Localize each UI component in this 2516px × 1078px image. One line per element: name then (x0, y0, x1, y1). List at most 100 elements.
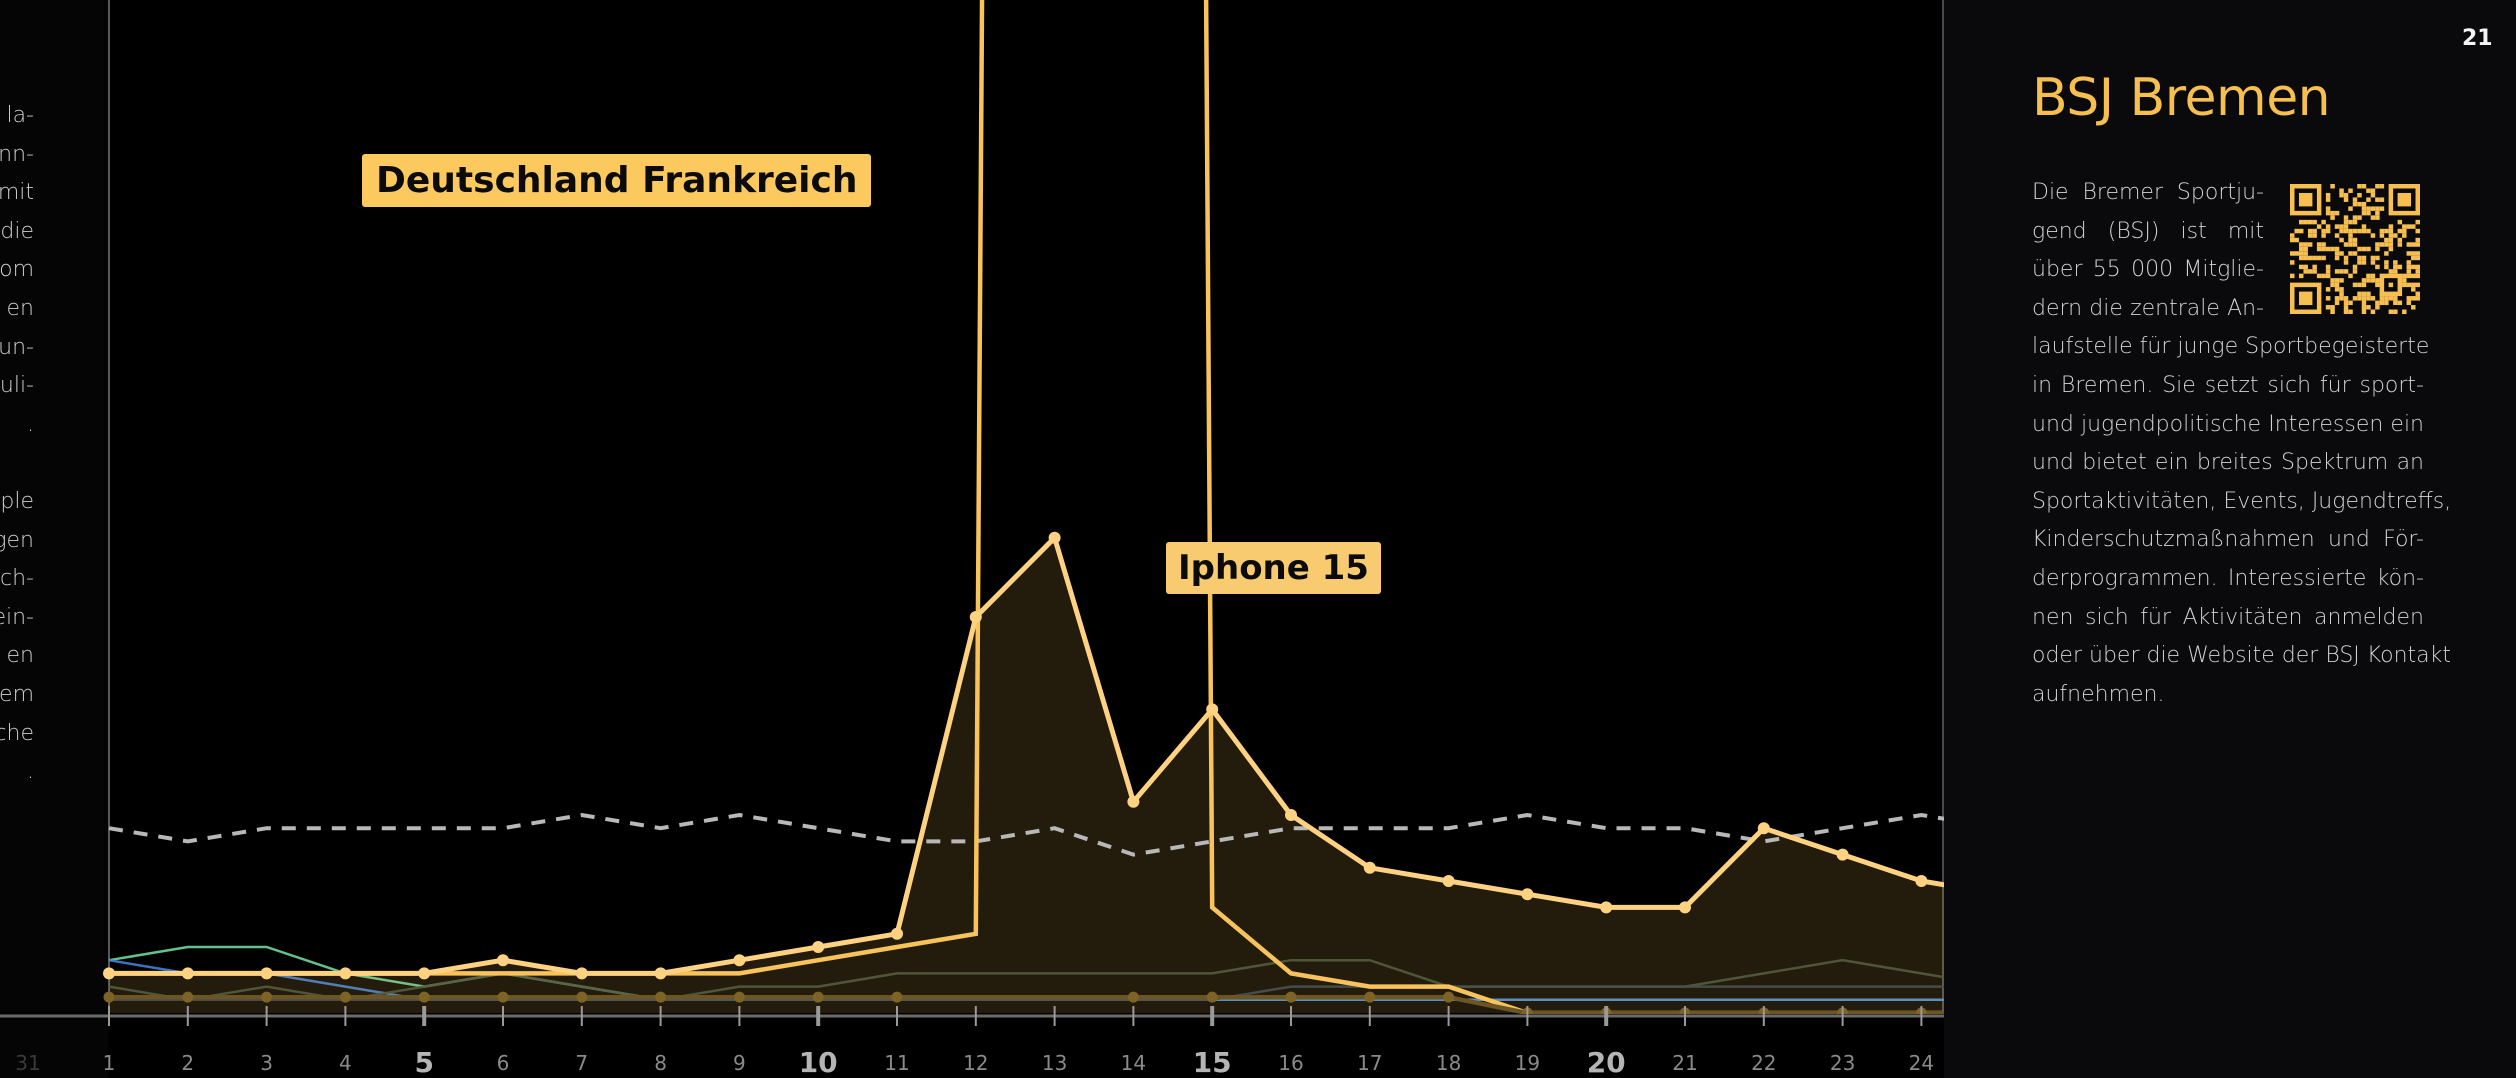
left-column-line-ending: . (27, 759, 34, 785)
sidebar-title: BSJ Bremen (2032, 68, 2331, 128)
data-point-iphone-15 (181, 967, 194, 980)
data-point-iphone-15 (339, 967, 352, 980)
x-tick-label: 5 (414, 1046, 433, 1078)
data-point-iphone-15 (1600, 901, 1613, 914)
data-point-iphone-15 (654, 967, 667, 980)
left-column-line-ending: om (0, 257, 34, 283)
data-point-iphone-15 (497, 954, 509, 967)
data-point-deutschland-frankreich (1364, 991, 1376, 1003)
left-column-line-ending: ch- (0, 566, 34, 592)
x-tick-label: 14 (1121, 1051, 1146, 1075)
data-point-deutschland-frankreich (1285, 991, 1297, 1003)
x-tick-label: 3 (260, 1051, 273, 1075)
sidebar-text-line: und bietet ein breites Spektrum an (2032, 450, 2424, 476)
sidebar-text-line: über 55 000 Mitglie- (2032, 257, 2264, 283)
sidebar-text-line: gend (BSJ) ist mit (2032, 218, 2264, 244)
x-tick-label: 18 (1436, 1051, 1461, 1075)
data-point-deutschland-frankreich (733, 991, 745, 1003)
left-column-line-ending: che (0, 720, 34, 746)
x-tick-label: 9 (733, 1051, 746, 1075)
x-tick-label: 22 (1751, 1051, 1776, 1075)
data-point-deutschland-frankreich (261, 991, 273, 1003)
sidebar-text-line: laufstelle für junge Sportbegeisterte (2032, 334, 2430, 360)
data-point-iphone-15 (1679, 901, 1691, 914)
sidebar-text-line: oder über die Website der BSJ Kontakt (2032, 643, 2451, 669)
data-point-iphone-15 (418, 967, 431, 980)
x-tick-label: 2 (181, 1051, 194, 1075)
sidebar-text-line: Sportaktivitäten, Events, Jugendtreffs, (2032, 488, 2452, 514)
x-tick-label: 6 (497, 1051, 510, 1075)
x-tick-label: 11 (884, 1051, 909, 1075)
data-point-deutschland-frankreich (339, 991, 351, 1003)
x-tick-label: 23 (1830, 1051, 1855, 1075)
x-tick-label: 4 (339, 1051, 352, 1075)
left-column-line-ending: en (6, 296, 34, 321)
left-column-line-ending: gen (0, 527, 34, 553)
left-column-line-ending: die (0, 218, 34, 244)
x-tick-label: 10 (799, 1046, 838, 1078)
sidebar-text-line: aufnehmen. (2032, 681, 2165, 707)
data-point-iphone-15 (1836, 848, 1849, 861)
data-point-deutschland-frankreich (655, 991, 667, 1003)
data-point-deutschland-frankreich (891, 991, 903, 1003)
data-point-deutschland-frankreich (182, 991, 194, 1003)
left-column-line-ending: la- (6, 103, 34, 128)
left-column-line-ending: nn- (0, 141, 34, 167)
x-tick-label: 13 (1042, 1051, 1067, 1075)
data-point-iphone-15 (260, 967, 273, 980)
x-tick-label: 1 (103, 1051, 116, 1075)
left-column-line-ending: uli- (0, 373, 34, 399)
left-column-line-ending: ein- (0, 604, 34, 630)
left-column-line-ending: . (27, 411, 34, 437)
data-point-deutschland-frankreich (576, 991, 588, 1003)
data-point-iphone-15 (1363, 861, 1376, 874)
data-point-iphone-15 (812, 941, 825, 953)
data-point-deutschland-frankreich (812, 991, 824, 1003)
left-column-margin (0, 0, 108, 1078)
data-point-iphone-15 (103, 967, 115, 980)
data-point-deutschland-frankreich (103, 991, 115, 1003)
page-number: 21 (2462, 26, 2493, 51)
data-point-deutschland-frankreich (1443, 991, 1455, 1003)
x-tick-label: 20 (1587, 1046, 1626, 1078)
x-tick-label: 17 (1357, 1051, 1382, 1075)
sidebar-text-line: und jugendpolitische Interessen ein (2032, 411, 2424, 437)
data-point-iphone-15 (1127, 795, 1140, 808)
annotation-iphone-15: Iphone 15 (1166, 542, 1381, 594)
data-point-iphone-15 (1442, 875, 1455, 887)
sidebar-text-line: Kinderschutzmaßnahmen und För- (2032, 527, 2424, 553)
data-point-deutschland-frankreich (1206, 991, 1218, 1003)
x-tick-label: 21 (1672, 1051, 1697, 1075)
x-tick-label: 12 (963, 1051, 988, 1075)
sidebar-body-text: Die Bremer Sportju- gend (BSJ) ist mit ü… (2032, 174, 2452, 714)
left-column-line-ending: em (0, 682, 34, 707)
left-column-line-ending: un- (0, 334, 34, 360)
sidebar-text-line: derprogrammen. Interessierte kön- (2032, 565, 2424, 591)
sidebar-text-line: nen sich für Aktivitäten anmelden (2032, 604, 2424, 630)
info-sidebar (1944, 0, 2516, 1078)
left-column-line-ending: en (6, 643, 34, 669)
data-point-iphone-15 (1285, 809, 1297, 821)
x-tick-label: 16 (1278, 1051, 1303, 1075)
series-area-iphone-15 (109, 537, 2516, 1013)
sidebar-text-line: in Bremen. Sie setzt sich für sport- (2032, 372, 2424, 398)
x-tick-label: 8 (654, 1051, 667, 1075)
data-point-deutschland-frankreich (1127, 991, 1139, 1003)
data-point-iphone-15 (969, 611, 982, 623)
data-point-iphone-15 (1206, 703, 1219, 716)
x-tick-label: 15 (1193, 1046, 1232, 1078)
data-point-deutschland-frankreich (497, 991, 509, 1003)
qr-code-icon (2290, 184, 2420, 314)
data-point-iphone-15 (1048, 531, 1061, 544)
data-point-iphone-15 (1521, 888, 1534, 901)
x-tick-label: 19 (1515, 1051, 1540, 1075)
left-column-line-ending: mit (0, 180, 34, 206)
sidebar-text-line: dern die zentrale An- (2032, 295, 2264, 321)
data-point-iphone-15 (891, 927, 903, 940)
x-tick-label: 31 (15, 1051, 40, 1075)
data-point-iphone-15 (575, 967, 588, 980)
x-tick-label: 7 (575, 1051, 588, 1075)
annotation-deutschland-frankreich: Deutschland Frankreich (362, 154, 872, 207)
data-point-iphone-15 (1757, 822, 1770, 835)
left-column-line-ending: ple (0, 489, 34, 514)
